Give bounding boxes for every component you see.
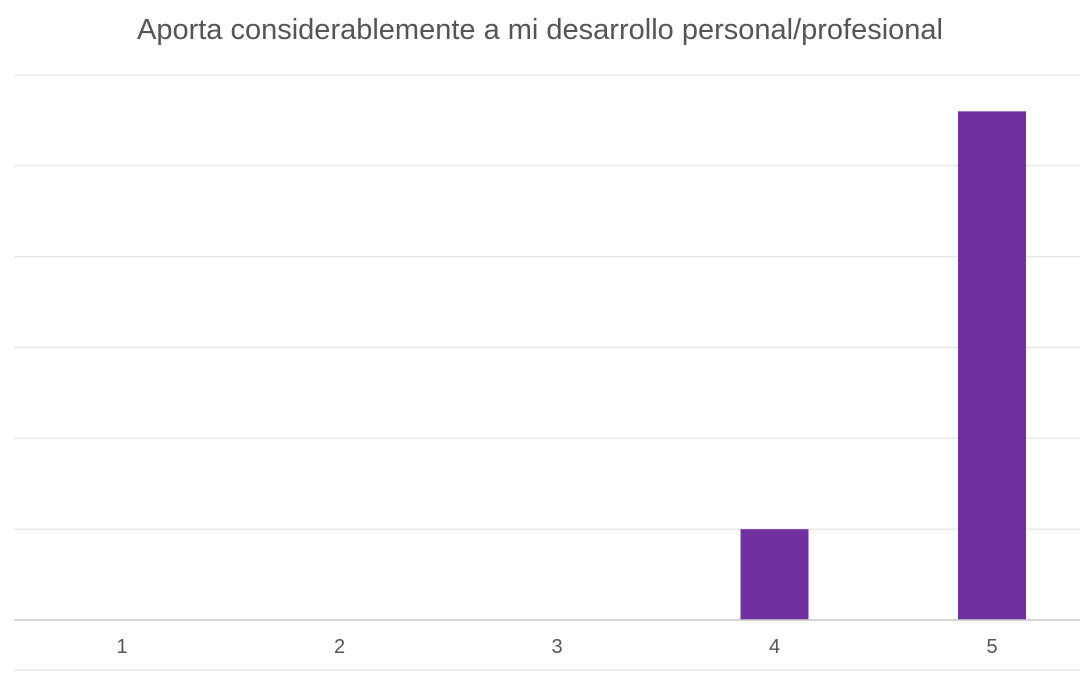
bar-5 <box>958 111 1026 620</box>
gridlines <box>14 74 1080 530</box>
bars <box>740 111 1026 620</box>
x-tick-label-5: 5 <box>986 636 997 658</box>
chart-title: Aporta considerablemente a mi desarrollo… <box>136 14 943 46</box>
x-tick-label-1: 1 <box>116 636 127 658</box>
bar-4 <box>740 529 809 620</box>
x-tick-label-3: 3 <box>551 636 562 658</box>
x-tick-labels: 1 2 3 4 5 <box>116 636 997 658</box>
x-tick-label-4: 4 <box>769 636 780 658</box>
x-tick-label-2: 2 <box>334 636 345 658</box>
